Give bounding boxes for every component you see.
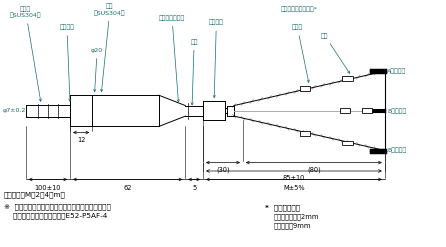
Text: 导线: 导线 — [190, 39, 198, 105]
Text: 保护管
（SUS304）: 保护管 （SUS304） — [10, 6, 41, 101]
Bar — [300, 131, 310, 136]
Bar — [342, 76, 352, 81]
Text: *  棒状端子尺寸: * 棒状端子尺寸 — [265, 205, 300, 211]
Text: 12: 12 — [77, 137, 85, 143]
Text: 浸没在水中使用时，请使用E52-P5AF-4: 浸没在水中使用时，请使用E52-P5AF-4 — [4, 212, 107, 219]
Text: φ7±0.2: φ7±0.2 — [2, 108, 26, 113]
Text: 标记管: 标记管 — [292, 25, 310, 82]
Text: 100±10: 100±10 — [35, 185, 61, 191]
Bar — [300, 86, 310, 91]
Text: 长度：最大9mm: 长度：最大9mm — [274, 223, 311, 229]
Bar — [362, 108, 372, 113]
Text: (80): (80) — [307, 167, 321, 173]
Text: 62: 62 — [124, 185, 132, 191]
Text: 套管
（SUS304）: 套管 （SUS304） — [94, 4, 126, 92]
Text: M±5%: M±5% — [283, 185, 305, 191]
Text: 产品标签: 产品标签 — [209, 20, 224, 98]
Text: 85±10: 85±10 — [283, 175, 305, 181]
Text: 导线长度为M：2、4（m）: 导线长度为M：2、4（m） — [4, 191, 66, 198]
Text: 棒形端子（圆柱形）*: 棒形端子（圆柱形）* — [281, 7, 318, 12]
Text: 全周焊接: 全周焊接 — [59, 25, 74, 101]
Text: B（黑色）: B（黑色） — [387, 148, 406, 153]
Text: φ20: φ20 — [91, 48, 103, 92]
Text: ※  导线部分为乙烯外包皮，不能一直浸在水中使用。: ※ 导线部分为乙烯外包皮，不能一直浸在水中使用。 — [4, 204, 111, 210]
Text: 收缩管（黑色）: 收缩管（黑色） — [159, 15, 185, 102]
Text: (30): (30) — [216, 167, 230, 173]
Text: A（红色）: A（红色） — [387, 68, 406, 74]
Text: 5: 5 — [192, 185, 196, 191]
Text: 白色: 白色 — [321, 33, 350, 73]
Bar — [339, 108, 350, 113]
Text: 截面外径：最大2mm: 截面外径：最大2mm — [274, 214, 319, 220]
Bar — [342, 141, 352, 145]
Text: B（白色）: B（白色） — [387, 108, 406, 114]
